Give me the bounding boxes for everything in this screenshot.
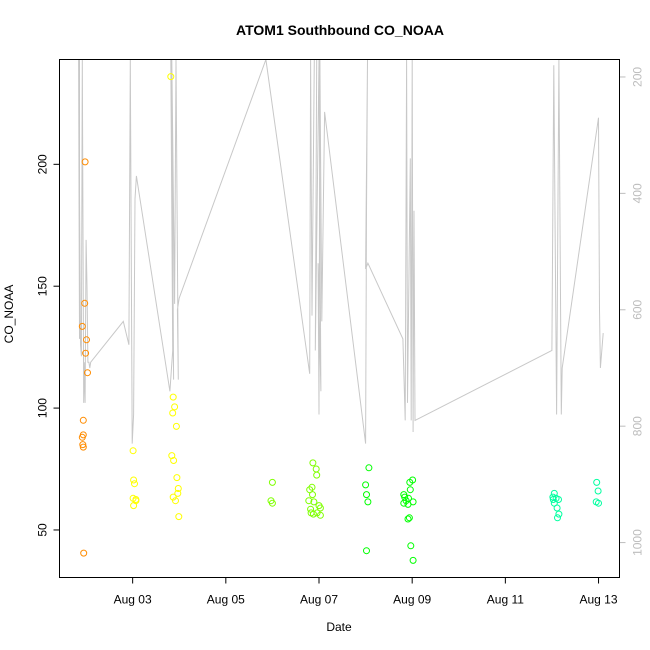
series-3 xyxy=(267,459,324,519)
secondary-tick-label: 400 xyxy=(631,183,645,203)
data-point xyxy=(79,441,87,449)
secondary-tick-label: 200 xyxy=(631,67,645,87)
y-tick-label: 100 xyxy=(36,398,50,418)
data-point xyxy=(595,499,602,507)
y-tick-label: 50 xyxy=(36,523,50,537)
data-point xyxy=(82,349,90,357)
data-point xyxy=(84,369,91,377)
plot-frame xyxy=(59,59,620,578)
data-point xyxy=(78,322,86,330)
data-point xyxy=(554,514,561,522)
data-point xyxy=(81,158,89,166)
secondary-tick-label: 600 xyxy=(631,299,645,319)
data-point xyxy=(130,476,138,484)
x-tick-label: Aug 07 xyxy=(300,593,338,607)
y-axis-label: CO_NOAA xyxy=(2,285,16,344)
data-point xyxy=(172,422,180,430)
data-point xyxy=(305,497,313,505)
data-point xyxy=(406,478,414,486)
data-point xyxy=(555,496,562,503)
data-point xyxy=(174,485,182,492)
data-point xyxy=(593,478,601,486)
data-point xyxy=(316,511,324,519)
x-tick-label: Aug 05 xyxy=(207,593,245,607)
data-point xyxy=(365,464,373,472)
data-point xyxy=(555,510,563,518)
data-point xyxy=(309,491,316,499)
data-point xyxy=(406,486,414,494)
data-point xyxy=(308,483,316,491)
data-point xyxy=(169,493,177,501)
data-point xyxy=(167,73,175,81)
data-point xyxy=(175,513,183,521)
x-tick-label: Aug 11 xyxy=(487,593,524,607)
data-point xyxy=(171,403,179,411)
data-point xyxy=(79,416,87,424)
data-point xyxy=(310,498,318,506)
data-point xyxy=(81,299,89,307)
data-point xyxy=(316,504,324,512)
data-point xyxy=(174,489,182,497)
data-point xyxy=(363,547,370,555)
data-point xyxy=(169,409,177,417)
data-point xyxy=(131,480,138,488)
data-point xyxy=(309,510,317,518)
axes-layer: Aug 03 Aug 05 Aug 07 Aug 09 Aug 11 Aug 13 50 10… xyxy=(36,67,645,607)
y-tick-label: 150 xyxy=(36,276,50,296)
pressure-track-line xyxy=(78,59,604,444)
data-point xyxy=(362,481,370,489)
data-point xyxy=(83,336,90,344)
data-point xyxy=(405,514,413,522)
y-tick-label: 200 xyxy=(36,154,50,174)
data-point xyxy=(312,465,320,473)
data-point xyxy=(313,471,321,479)
series-2 xyxy=(129,73,183,521)
data-point xyxy=(404,515,412,523)
data-point xyxy=(170,457,178,464)
series-1 xyxy=(78,158,91,557)
data-point xyxy=(79,443,87,451)
x-tick-label: Aug 09 xyxy=(393,593,431,607)
data-point xyxy=(168,452,176,460)
data-point xyxy=(172,497,179,505)
data-point xyxy=(173,474,181,482)
data-point xyxy=(129,447,137,455)
data-point xyxy=(400,499,408,507)
data-point xyxy=(409,556,417,564)
data-point xyxy=(363,491,370,499)
data-point xyxy=(268,478,276,486)
chart-title: ATOM1 Southbound CO_NOAA xyxy=(236,22,444,38)
x-tick-label: Aug 03 xyxy=(114,593,152,607)
secondary-tick-label: 1000 xyxy=(631,529,645,556)
data-point xyxy=(404,500,412,508)
data-point xyxy=(407,542,415,550)
data-point xyxy=(364,498,372,506)
data-point xyxy=(80,549,88,557)
data-point xyxy=(309,459,317,467)
data-point xyxy=(132,497,140,505)
data-point xyxy=(78,433,86,441)
series-5 xyxy=(549,478,602,522)
series-4 xyxy=(362,464,417,564)
secondary-tick-label: 800 xyxy=(631,416,645,436)
data-point xyxy=(594,487,602,495)
data-point xyxy=(268,499,276,507)
data-point xyxy=(169,393,177,401)
x-axis-label: Date xyxy=(326,620,352,634)
data-point xyxy=(553,504,561,512)
pressure-track-layer xyxy=(78,59,604,444)
x-tick-label: Aug 13 xyxy=(580,593,618,607)
points-layer xyxy=(78,73,602,564)
